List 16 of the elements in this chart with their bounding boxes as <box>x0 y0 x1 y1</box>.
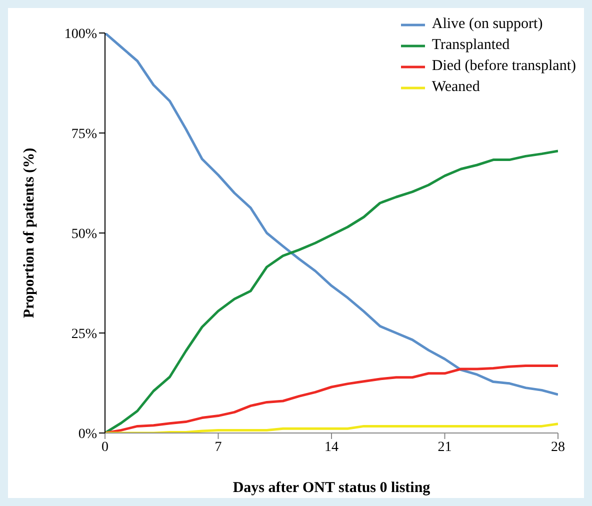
y-tick-label: 25% <box>71 326 98 342</box>
x-axis-title: Days after ONT status 0 listing <box>232 480 431 496</box>
legend-label: Weaned <box>432 78 480 97</box>
y-tick-label: 50% <box>71 226 98 242</box>
legend-label: Alive (on support) <box>432 15 543 34</box>
legend-label: Died (before transplant) <box>432 57 576 76</box>
y-tick-label: 100% <box>64 26 98 42</box>
x-tick-label: 7 <box>214 440 222 455</box>
x-tick-label: 28 <box>551 440 565 455</box>
y-axis-title: Proportion of patients (%) <box>21 148 38 318</box>
x-tick-label: 14 <box>324 440 338 455</box>
y-tick-label: 0% <box>78 426 98 442</box>
y-tick-label: 75% <box>71 126 98 142</box>
x-tick-label: 0 <box>102 440 108 455</box>
x-tick-label: 21 <box>438 440 452 455</box>
legend-label: Transplanted <box>432 36 510 55</box>
